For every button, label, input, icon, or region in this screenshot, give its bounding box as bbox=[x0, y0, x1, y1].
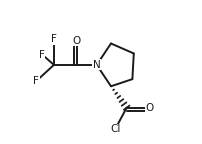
Text: O: O bbox=[145, 103, 154, 113]
Text: F: F bbox=[39, 50, 45, 60]
Text: F: F bbox=[51, 34, 57, 44]
Text: Cl: Cl bbox=[110, 124, 120, 134]
Text: N: N bbox=[93, 60, 101, 70]
Text: F: F bbox=[33, 76, 39, 86]
Text: O: O bbox=[73, 36, 81, 46]
